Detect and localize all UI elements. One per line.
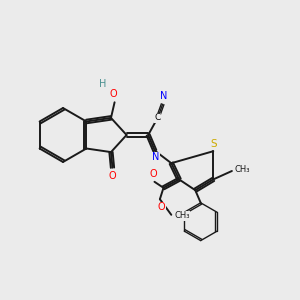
Text: O: O [149,169,157,179]
Text: CH₃: CH₃ [174,212,190,220]
Text: N: N [152,152,159,162]
Text: N: N [160,91,167,101]
Text: O: O [109,89,117,99]
Text: O: O [109,171,116,181]
Text: C: C [154,113,160,122]
Text: H: H [100,79,107,89]
Text: S: S [211,139,217,149]
Text: O: O [158,202,166,212]
Text: CH₃: CH₃ [235,165,250,174]
